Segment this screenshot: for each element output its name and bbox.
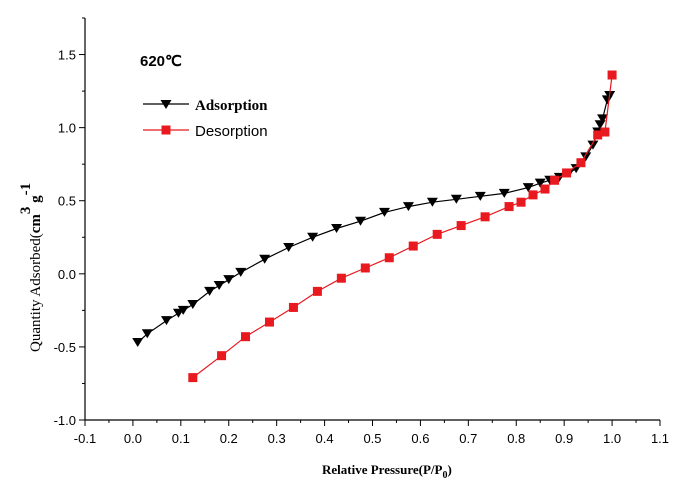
data-point-square bbox=[336, 273, 346, 283]
x-tick-label: 0.4 bbox=[316, 431, 334, 446]
x-tick-label: 1.1 bbox=[651, 431, 669, 446]
x-tick-label: 0.0 bbox=[124, 431, 142, 446]
legend-square-marker bbox=[161, 125, 171, 135]
y-tick-label: -1.0 bbox=[54, 413, 76, 428]
y-tick-label: -0.5 bbox=[54, 340, 76, 355]
data-point-square bbox=[241, 332, 251, 342]
data-point-triangle bbox=[223, 275, 235, 285]
data-point-triangle bbox=[580, 152, 592, 162]
x-tick-label: 0.6 bbox=[411, 431, 429, 446]
series-desorption bbox=[188, 70, 617, 383]
legend-triangle-marker bbox=[160, 100, 172, 109]
data-point-square bbox=[550, 175, 560, 185]
x-tick-label: 0.9 bbox=[555, 431, 573, 446]
data-point-triangle bbox=[522, 183, 534, 193]
data-point-triangle bbox=[204, 286, 216, 296]
series-line bbox=[137, 95, 611, 343]
y-tick-label: 0.5 bbox=[58, 194, 76, 209]
data-point-triangle bbox=[402, 202, 414, 212]
y-ticks: -1.0 -0.5 0.0 0.5 1.0 1.5 bbox=[54, 17, 85, 428]
x-tick-label: 0.8 bbox=[507, 431, 525, 446]
series-layer bbox=[132, 70, 617, 383]
data-point-triangle bbox=[331, 224, 343, 234]
data-point-square bbox=[288, 302, 298, 312]
plot-frame bbox=[84, 18, 660, 421]
data-point-triangle bbox=[141, 329, 153, 339]
y-axis-label: Quantity Adsorbed(cm3 g-1 bbox=[18, 183, 44, 352]
legend-item-adsorption: Adsorption bbox=[143, 98, 268, 114]
chart-title: 620℃ bbox=[140, 53, 182, 70]
legend: Adsorption Desorption bbox=[143, 98, 268, 140]
data-point-square bbox=[312, 286, 322, 296]
y-tick-label: 1.0 bbox=[58, 121, 76, 136]
legend-label-desorption: Desorption bbox=[195, 123, 268, 140]
data-point-square bbox=[528, 190, 538, 200]
data-point-triangle bbox=[534, 178, 546, 188]
data-point-square bbox=[504, 202, 514, 212]
data-point-triangle bbox=[160, 316, 172, 326]
series-adsorption bbox=[132, 90, 616, 348]
data-point-square bbox=[360, 263, 370, 273]
data-point-triangle bbox=[426, 197, 438, 207]
x-ticks: -0.1 0.0 0.1 0.2 0.3 0.4 0.5 0.6 0.7 0.8 0.9 1.0 1.1 bbox=[74, 420, 669, 446]
y-axis-label-main: Quantity Adsorbed( bbox=[28, 233, 44, 352]
data-point-triangle bbox=[378, 207, 390, 217]
data-point-square bbox=[217, 351, 227, 361]
y-tick-label: 0.0 bbox=[58, 267, 76, 282]
data-point-triangle bbox=[187, 300, 199, 310]
data-point-triangle bbox=[355, 216, 367, 226]
data-point-triangle bbox=[587, 140, 599, 150]
data-point-triangle bbox=[450, 194, 462, 204]
data-point-square bbox=[480, 212, 490, 222]
data-point-triangle bbox=[177, 305, 189, 315]
x-tick-label: 0.5 bbox=[363, 431, 381, 446]
y-axis-label-unit: cm bbox=[28, 214, 44, 234]
data-point-triangle bbox=[307, 232, 319, 242]
series-line bbox=[192, 74, 613, 379]
x-tick-label: 1.0 bbox=[603, 431, 621, 446]
data-point-square bbox=[516, 197, 526, 207]
data-point-square bbox=[600, 127, 610, 137]
data-point-square bbox=[607, 70, 617, 80]
data-point-square bbox=[576, 158, 586, 168]
data-point-square bbox=[562, 168, 572, 178]
x-tick-label: 0.3 bbox=[268, 431, 286, 446]
data-point-triangle bbox=[474, 191, 486, 201]
data-point-triangle bbox=[498, 188, 510, 198]
legend-label-adsorption: Adsorption bbox=[195, 98, 268, 114]
y-tick-label: 1.5 bbox=[58, 48, 76, 63]
data-point-square bbox=[593, 130, 603, 140]
data-point-triangle bbox=[213, 281, 225, 291]
x-axis-label-sub: 0 bbox=[442, 470, 447, 481]
data-point-square bbox=[384, 253, 394, 263]
x-tick-label: -0.1 bbox=[74, 431, 96, 446]
data-point-square bbox=[456, 221, 466, 231]
y-axis-label-sup1: 3 bbox=[18, 207, 34, 215]
data-point-square bbox=[540, 184, 550, 194]
data-point-square bbox=[264, 317, 274, 327]
y-axis-label-g: g bbox=[28, 195, 44, 207]
data-point-square bbox=[408, 241, 418, 251]
data-point-triangle bbox=[283, 243, 295, 253]
legend-item-desorption: Desorption bbox=[143, 123, 268, 140]
data-point-triangle bbox=[597, 114, 608, 124]
x-axis-label-close: ) bbox=[447, 462, 451, 477]
y-axis-label-sup2: -1 bbox=[18, 183, 34, 196]
data-point-square bbox=[432, 229, 442, 239]
data-point-triangle bbox=[259, 254, 271, 264]
data-point-triangle bbox=[132, 338, 144, 348]
x-axis-label: Relative Pressure(P/P0) bbox=[322, 462, 452, 481]
data-point-square bbox=[188, 373, 198, 383]
x-axis-label-main: Relative Pressure(P/P bbox=[322, 462, 443, 477]
x-tick-label: 0.1 bbox=[172, 431, 190, 446]
x-tick-label: 0.7 bbox=[459, 431, 477, 446]
data-point-triangle bbox=[235, 267, 247, 277]
x-tick-label: 0.2 bbox=[220, 431, 238, 446]
